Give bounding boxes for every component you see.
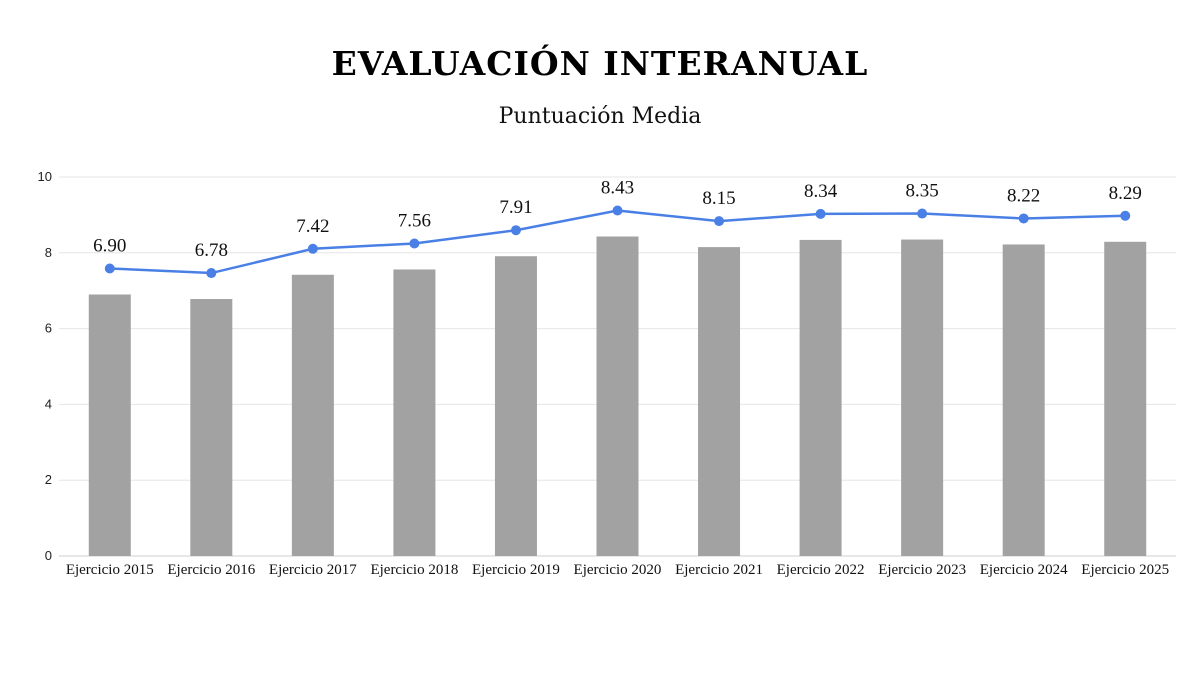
data-label: 7.42 — [296, 216, 329, 237]
bar — [901, 239, 944, 556]
x-tick-label: Ejercicio 2021 — [675, 562, 763, 578]
bar — [291, 274, 334, 556]
y-tick-label: 8 — [45, 245, 52, 260]
data-label: 7.56 — [398, 210, 431, 231]
data-label: 8.29 — [1109, 183, 1142, 204]
bar — [698, 247, 741, 557]
y-axis: 0 2 4 6 8 10 — [38, 169, 52, 563]
line-point — [307, 243, 318, 254]
bar — [1002, 244, 1045, 556]
y-tick-label: 10 — [38, 169, 52, 184]
x-tick-label: Ejercicio 2016 — [167, 562, 255, 578]
line-point — [510, 225, 521, 236]
x-tick-label: Ejercicio 2022 — [777, 562, 865, 578]
y-tick-label: 4 — [45, 396, 52, 411]
chart-title: EVALUACIÓN INTERANUAL — [331, 44, 869, 83]
data-label: 6.78 — [195, 240, 228, 261]
y-tick-label: 0 — [45, 548, 52, 563]
y-tick-label: 2 — [45, 472, 52, 487]
line-point — [612, 205, 623, 216]
data-label: 8.22 — [1007, 185, 1040, 206]
x-tick-label: Ejercicio 2023 — [878, 562, 966, 578]
line-point — [1018, 213, 1029, 224]
line-point — [409, 238, 420, 249]
data-label: 7.91 — [499, 197, 532, 218]
x-tick-label: Ejercicio 2018 — [370, 562, 458, 578]
line-point — [206, 268, 217, 279]
bar — [596, 236, 639, 557]
bar — [799, 239, 842, 556]
line-series — [104, 205, 1131, 279]
line-point — [104, 263, 115, 274]
bar — [88, 294, 131, 556]
x-tick-label: Ejercicio 2020 — [574, 562, 662, 578]
bar — [190, 299, 233, 556]
bar — [1104, 241, 1147, 556]
line-point — [1120, 210, 1131, 221]
y-tick-label: 6 — [45, 321, 52, 336]
x-tick-label: Ejercicio 2015 — [66, 562, 154, 578]
x-tick-label: Ejercicio 2024 — [980, 562, 1068, 578]
bar — [494, 256, 537, 556]
data-label: 6.90 — [93, 235, 126, 256]
line-point — [714, 216, 725, 227]
x-tick-label: Ejercicio 2017 — [269, 562, 357, 578]
data-label: 8.43 — [601, 178, 634, 199]
bar — [393, 269, 436, 556]
line-point — [917, 208, 928, 219]
data-label: 8.34 — [804, 181, 838, 202]
line-point — [815, 208, 826, 219]
chart-subtitle: Puntuación Media — [498, 104, 702, 129]
x-tick-label: Ejercicio 2019 — [472, 562, 560, 578]
bar-series — [88, 236, 1147, 557]
data-label: 8.35 — [906, 181, 939, 202]
data-label: 8.15 — [702, 188, 735, 209]
x-tick-label: Ejercicio 2025 — [1081, 562, 1169, 578]
x-axis: Ejercicio 2015 Ejercicio 2016 Ejercicio 20… — [66, 562, 1169, 578]
data-labels: 6.90 6.78 7.42 7.56 7.91 8.43 8.15 8.34 8.35 8.22… — [93, 178, 1142, 262]
